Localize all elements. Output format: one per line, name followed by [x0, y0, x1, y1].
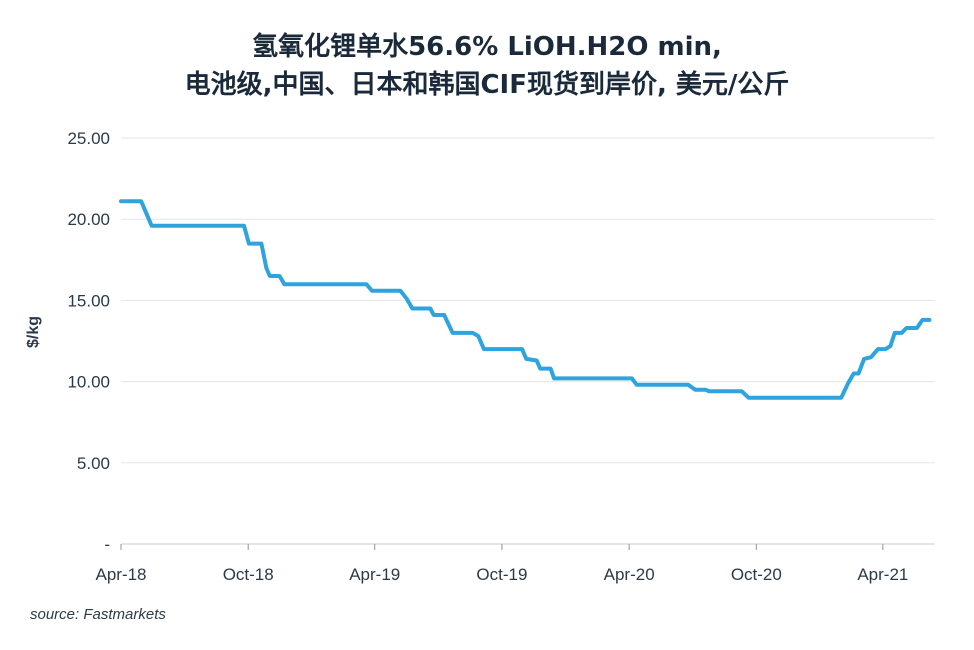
x-tick-label: Oct-20 [731, 565, 782, 584]
y-axis-ticks: - 5.00 10.00 15.00 20.00 25.00 [67, 129, 110, 554]
price-series-line [119, 199, 932, 400]
x-tick-label: Apr-20 [604, 565, 655, 584]
x-tick-label: Oct-19 [476, 565, 527, 584]
chart-title-line-2: 电池级,中国、日本和韩国CIF现货到岸价, 美元/公斤 [184, 70, 790, 100]
y-tick-label: - [104, 535, 110, 554]
y-axis-label: $/kg [25, 316, 42, 348]
x-tick-label: Oct-18 [223, 565, 274, 584]
gridlines [121, 137, 935, 545]
x-axis-ticks: Apr-18 Oct-18 Apr-19 Oct-19 Apr-20 Oct-20 Apr-… [95, 544, 908, 584]
source-note: source: Fastmarkets [30, 606, 166, 623]
y-tick-label: 15.00 [67, 291, 110, 310]
x-tick-label: Apr-21 [857, 565, 908, 584]
x-tick-label: Apr-19 [349, 565, 400, 584]
chart-title: 氢氧化锂单水56.6% LiOH.H2O min, 电池级,中国、日本和韩国CI… [0, 28, 974, 104]
y-tick-label: 5.00 [77, 454, 110, 473]
series-layer [119, 199, 932, 400]
x-tick-label: Apr-18 [95, 565, 146, 584]
y-tick-label: 25.00 [67, 129, 110, 148]
chart-title-line-1: 氢氧化锂单水56.6% LiOH.H2O min, [252, 32, 722, 62]
y-tick-label: 10.00 [67, 373, 110, 392]
y-tick-label: 20.00 [67, 210, 110, 229]
